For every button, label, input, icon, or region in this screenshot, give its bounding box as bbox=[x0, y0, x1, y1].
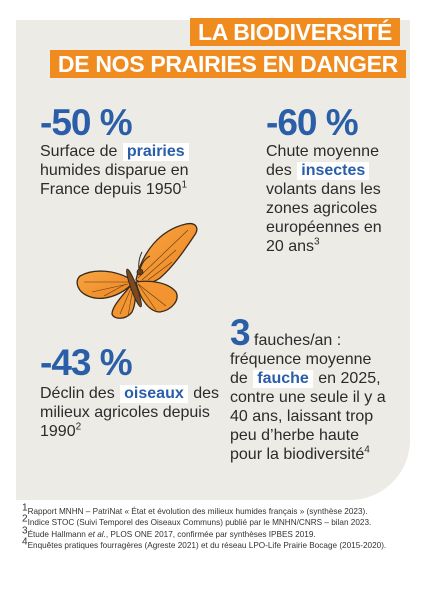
footnote-4: 4Enquêtes pratiques fourragères (Agreste… bbox=[22, 536, 387, 551]
footnote-2: 2Indice STOC (Suivi Temporel des Oiseaux… bbox=[22, 513, 372, 528]
footnote-ref-4: 4 bbox=[364, 444, 370, 456]
stat-prairies-highlight: prairies bbox=[122, 143, 189, 161]
stat-fauches-line2: fréquence moyenne bbox=[230, 351, 372, 368]
footnote-ref-3: 3 bbox=[314, 236, 320, 248]
stat-oiseaux-text-after: des milieux agricoles depuis 1990 bbox=[40, 385, 219, 440]
stat-fauches-highlight: fauche bbox=[253, 370, 313, 388]
stat-insectes-text-after: volants dans les zones agricoles europée… bbox=[266, 181, 382, 255]
stat-fauches-text-after: en 2025, contre une seule il y a 40 ans,… bbox=[230, 370, 386, 463]
stat-insectes-value: -60 % bbox=[266, 102, 359, 143]
stat-oiseaux-highlight: oiseaux bbox=[120, 385, 188, 403]
footnotes: 1Rapport MNHN – PatriNat « État et évolu… bbox=[22, 502, 414, 552]
stat-fauches-text: 3 fauches/an : fréquence moyenne de fauc… bbox=[230, 314, 386, 464]
stat-prairies-text-before: Surface de bbox=[40, 143, 118, 160]
stat-prairies-value: -50 % bbox=[40, 102, 133, 143]
content-panel bbox=[16, 20, 410, 500]
title-line-1: LA BIODIVERSITÉ bbox=[190, 18, 400, 46]
footnote-3: 3Étude Hallmann et al., PLOS ONE 2017, c… bbox=[22, 525, 316, 539]
stat-fauches-unit: fauches/an : bbox=[254, 332, 342, 349]
stat-insectes-highlight: insectes bbox=[297, 162, 370, 180]
stat-oiseaux-value: -43 % bbox=[40, 342, 133, 383]
stat-fauches-text-before: de bbox=[230, 370, 248, 387]
footnote-ref-1: 1 bbox=[181, 179, 187, 191]
stat-prairies-text-after: humides disparue en France depuis 1950 bbox=[40, 162, 189, 198]
stat-fauches-value: 3 bbox=[230, 312, 251, 353]
footnote-ref-2: 2 bbox=[75, 421, 82, 433]
title-line-2: DE NOS PRAIRIES EN DANGER bbox=[49, 50, 406, 78]
stat-insectes-text-before: des bbox=[266, 162, 292, 179]
stat-oiseaux-text: Déclin des oiseaux des milieux agricoles… bbox=[40, 384, 230, 441]
footnote-1: 1Rapport MNHN – PatriNat « État et évolu… bbox=[22, 502, 368, 516]
butterfly-icon bbox=[76, 222, 198, 319]
stat-insectes-text: Chute moyenne des insectes volants dans … bbox=[266, 142, 396, 256]
stat-oiseaux-text-before: Déclin des bbox=[40, 385, 115, 402]
stat-insectes-line1: Chute moyenne bbox=[266, 143, 379, 160]
stat-prairies-text: Surface de prairies humides disparue en … bbox=[40, 142, 220, 199]
